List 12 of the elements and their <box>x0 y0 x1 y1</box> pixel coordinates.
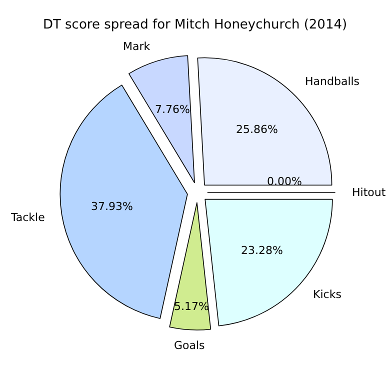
slice-label: Handballs <box>305 75 360 88</box>
slice-label: Kicks <box>313 288 342 301</box>
category-label: Hitout <box>352 186 386 199</box>
slice-label: Mark <box>123 40 151 53</box>
data-label: 37.93% <box>91 200 133 213</box>
slice-label: Goals <box>174 339 206 352</box>
slice-label: Tackle <box>10 211 46 224</box>
text: 0.00% <box>267 175 302 188</box>
data-label: 25.86% <box>236 123 278 136</box>
data-label: 23.28% <box>241 244 283 257</box>
chart-title: DT score spread for Mitch Honeychurch (2014) <box>42 18 348 33</box>
data-label: 7.76% <box>155 103 190 116</box>
